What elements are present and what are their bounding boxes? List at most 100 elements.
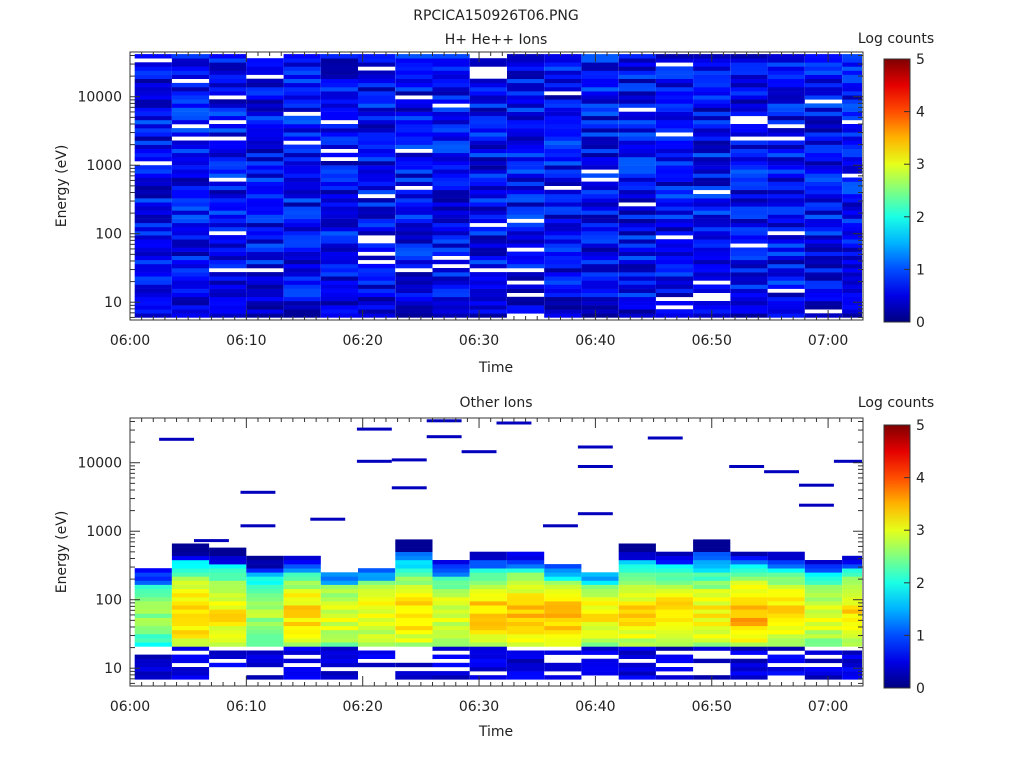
heatmap-cell (246, 161, 284, 166)
heatmap-cell (171, 658, 210, 664)
sparse-count-line (240, 490, 276, 494)
y-tick-label: 1000 (86, 524, 122, 540)
heatmap-cell (320, 169, 358, 174)
heatmap-cell (395, 54, 433, 59)
heatmap-cell (171, 592, 210, 598)
x-axis-label: Time (478, 724, 513, 740)
heatmap-cell (767, 140, 805, 145)
heatmap-cell (209, 152, 247, 158)
heatmap-cell (209, 226, 247, 232)
heatmap-cell (804, 177, 842, 182)
heatmap-cell (804, 202, 842, 207)
heatmap-cell (767, 95, 805, 100)
heatmap-cell (655, 173, 694, 178)
heatmap-cell (246, 66, 284, 71)
heatmap-cell (655, 115, 694, 121)
heatmap-cell (358, 70, 396, 75)
heatmap-cell (246, 662, 284, 668)
heatmap-cell (209, 239, 247, 244)
heatmap-cell (507, 634, 545, 639)
heatmap-cell (804, 576, 842, 581)
heatmap-cell (507, 144, 545, 149)
heatmap-cell (320, 592, 358, 598)
heatmap-cell (767, 132, 805, 137)
heatmap-cell (581, 66, 619, 71)
heatmap-cell (581, 161, 619, 166)
heatmap-cell (209, 255, 247, 261)
heatmap-cell (730, 210, 768, 215)
heatmap-cell (655, 82, 694, 88)
heatmap-cell (842, 103, 862, 108)
heatmap-cell (134, 576, 172, 581)
heatmap-cell (134, 605, 172, 610)
sparse-count-line (310, 517, 346, 521)
heatmap-cell (693, 119, 731, 125)
heatmap-cell (618, 239, 656, 244)
heatmap-cell (693, 132, 731, 137)
y-tick-label: 1000 (86, 158, 122, 174)
heatmap-cell (804, 181, 842, 186)
heatmap-cell (395, 617, 433, 622)
heatmap-cell (618, 675, 656, 680)
heatmap-cell (693, 161, 731, 166)
heatmap-cell (171, 198, 210, 203)
heatmap-cell (246, 654, 284, 659)
heatmap-cell (544, 580, 582, 585)
heatmap-cell (804, 671, 842, 676)
heatmap-cell (134, 144, 172, 149)
heatmap-cell (581, 70, 619, 75)
heatmap-cell (134, 66, 172, 71)
heatmap-cell (246, 185, 284, 191)
heatmap-cell (618, 210, 656, 215)
heatmap-cell (618, 555, 656, 561)
heatmap-cell (842, 662, 862, 668)
heatmap-cell (842, 124, 862, 129)
heatmap-cell (507, 580, 545, 585)
heatmap-cell (246, 284, 284, 289)
heatmap-cell (358, 263, 396, 269)
heatmap-cell (171, 247, 210, 252)
heatmap-cell (693, 572, 731, 577)
heatmap-cell (581, 667, 619, 672)
heatmap-cell (618, 617, 656, 622)
heatmap-cell (171, 181, 210, 186)
heatmap-cell (507, 95, 545, 100)
heatmap-cell (767, 572, 805, 577)
heatmap-cell (842, 54, 862, 59)
heatmap-cell (581, 54, 619, 59)
heatmap-cell (730, 54, 768, 59)
heatmap-cell (581, 609, 619, 614)
heatmap-cell (730, 231, 768, 236)
heatmap-cell (134, 609, 172, 614)
sparse-count-line (426, 435, 462, 439)
heatmap-cell (209, 296, 247, 302)
heatmap-cell (395, 247, 433, 252)
heatmap-cell (730, 284, 768, 289)
heatmap-cell (767, 576, 805, 581)
heatmap-cell (432, 91, 470, 96)
heatmap-cell (581, 646, 619, 651)
heatmap-cell (730, 272, 768, 277)
heatmap-cell (358, 621, 396, 627)
heatmap-cell (544, 95, 582, 100)
heatmap-cell (507, 272, 545, 277)
heatmap-cell (581, 148, 619, 154)
heatmap-cell (358, 629, 396, 635)
heatmap-cell (246, 144, 284, 149)
heatmap-cell (209, 185, 247, 191)
heatmap-cell (283, 103, 321, 108)
heatmap-cell (171, 239, 210, 244)
heatmap-cell (246, 202, 284, 207)
heatmap-cell (544, 675, 582, 680)
heatmap-cell (246, 568, 284, 573)
heatmap-cell (283, 66, 321, 71)
heatmap-cell (209, 173, 247, 178)
heatmap-cell (842, 218, 862, 224)
heatmap-cell (507, 128, 545, 133)
heatmap-cell (767, 58, 805, 63)
heatmap-cell (171, 588, 210, 594)
heatmap-cell (358, 284, 396, 289)
heatmap-cell (283, 58, 321, 63)
heatmap-cell (209, 161, 247, 166)
heatmap-cell (655, 642, 694, 647)
